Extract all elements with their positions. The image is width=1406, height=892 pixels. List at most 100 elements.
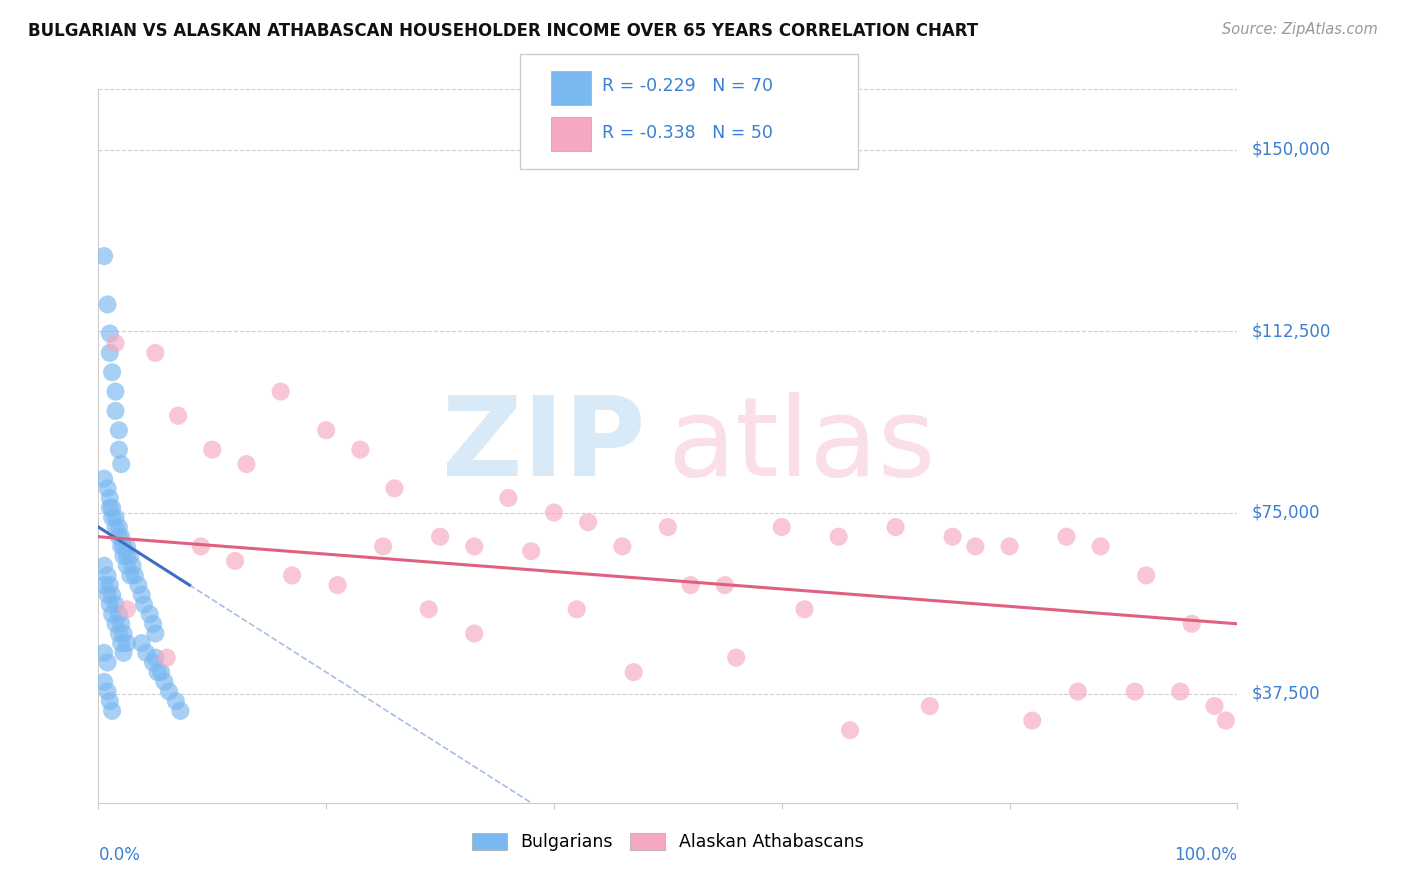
Point (101, 607, 124, 621)
Point (104, 336, 127, 351)
Text: 0.0%: 0.0% (98, 846, 141, 863)
Point (1215, 714, 1237, 728)
Point (93, 674, 115, 689)
Point (112, 646, 135, 660)
Point (98, 326, 121, 341)
Point (793, 602, 815, 616)
Point (138, 607, 160, 621)
Point (1170, 684, 1192, 698)
Point (965, 540, 987, 554)
Point (828, 530, 851, 544)
Point (98, 598, 121, 612)
Point (498, 491, 520, 505)
Point (839, 723, 862, 738)
Point (224, 554, 246, 568)
Point (131, 588, 153, 602)
Point (725, 650, 748, 665)
Point (96, 297, 118, 311)
Point (145, 346, 167, 360)
Point (96, 684, 118, 698)
Text: R = -0.229   N = 70: R = -0.229 N = 70 (602, 77, 773, 95)
Point (112, 626, 135, 640)
Point (1135, 568, 1157, 582)
Text: Source: ZipAtlas.com: Source: ZipAtlas.com (1222, 22, 1378, 37)
Point (108, 442, 131, 457)
Point (108, 626, 131, 640)
Point (93, 578, 115, 592)
Point (1204, 699, 1226, 714)
Point (115, 636, 138, 650)
Point (127, 578, 149, 592)
Point (110, 530, 132, 544)
Point (714, 578, 737, 592)
Point (115, 558, 138, 573)
Point (142, 616, 165, 631)
Point (98, 500, 121, 515)
Point (918, 699, 941, 714)
Point (110, 616, 132, 631)
Point (201, 442, 224, 457)
Point (153, 674, 176, 689)
Point (96, 481, 118, 495)
Point (623, 665, 645, 680)
Text: $112,500: $112,500 (1251, 322, 1330, 340)
Point (418, 602, 440, 616)
Point (135, 646, 157, 660)
Point (884, 520, 907, 534)
Point (169, 704, 191, 718)
Point (108, 520, 131, 534)
Point (1067, 684, 1090, 698)
Point (115, 540, 138, 554)
Point (132, 598, 155, 612)
Point (104, 404, 127, 418)
Point (101, 500, 124, 515)
Point (270, 384, 292, 399)
Point (998, 540, 1021, 554)
Point (110, 457, 132, 471)
Point (115, 602, 138, 616)
Point (120, 549, 142, 563)
Point (104, 616, 127, 631)
Point (145, 626, 167, 640)
Point (576, 515, 599, 529)
Point (165, 694, 187, 708)
Point (112, 540, 135, 554)
Point (98, 578, 121, 592)
Text: BULGARIAN VS ALASKAN ATHABASCAN HOUSEHOLDER INCOME OVER 65 YEARS CORRELATION CHA: BULGARIAN VS ALASKAN ATHABASCAN HOUSEHOL… (28, 22, 979, 40)
Point (657, 520, 679, 534)
Point (167, 409, 190, 423)
Point (1181, 616, 1204, 631)
Point (108, 607, 131, 621)
Point (157, 684, 180, 698)
Text: $75,000: $75,000 (1251, 503, 1320, 522)
Text: atlas: atlas (668, 392, 936, 500)
Text: R = -0.338   N = 50: R = -0.338 N = 50 (602, 124, 773, 142)
Text: 100.0%: 100.0% (1174, 846, 1237, 863)
Point (463, 540, 485, 554)
Point (190, 540, 212, 554)
Point (104, 520, 127, 534)
Point (121, 558, 143, 573)
Point (120, 568, 142, 582)
Point (1090, 540, 1112, 554)
Point (142, 656, 165, 670)
Text: ZIP: ZIP (441, 392, 645, 500)
Point (156, 650, 179, 665)
Point (679, 578, 702, 592)
Point (315, 423, 337, 437)
Text: $150,000: $150,000 (1251, 141, 1330, 159)
Point (101, 510, 124, 524)
Point (124, 568, 146, 582)
Point (235, 457, 257, 471)
Point (326, 578, 349, 592)
Point (115, 549, 138, 563)
Legend: Bulgarians, Alaskan Athabascans: Bulgarians, Alaskan Athabascans (465, 826, 870, 858)
Point (146, 665, 169, 680)
Point (96, 588, 118, 602)
Point (96, 656, 118, 670)
Point (150, 665, 173, 680)
Point (942, 530, 965, 544)
Point (110, 636, 132, 650)
Point (131, 636, 153, 650)
Point (1123, 684, 1146, 698)
